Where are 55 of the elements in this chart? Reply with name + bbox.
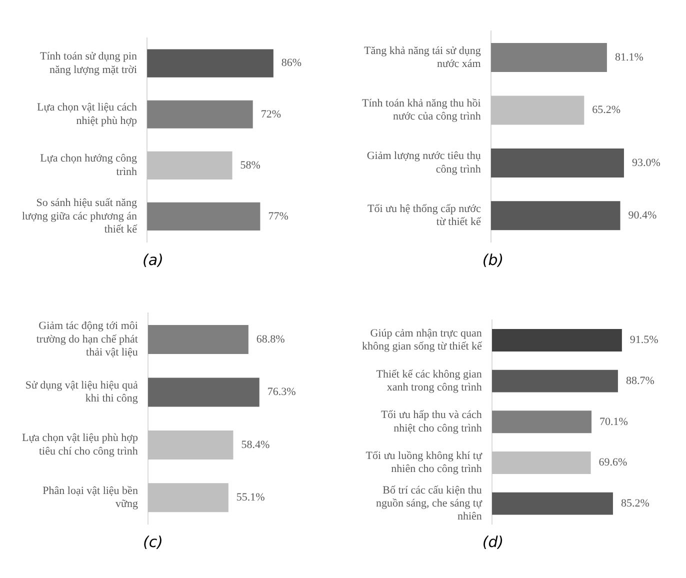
bar — [147, 100, 253, 128]
text: (d) — [482, 532, 504, 551]
bar — [490, 43, 607, 72]
data-label: 85.2% — [620, 497, 650, 510]
data-label: 90.4% — [628, 210, 657, 222]
text: (a) — [142, 250, 164, 269]
bar — [492, 410, 592, 434]
y-tick-label: Giúp cảm nhận trực quan không gian sống từ thiết kế — [362, 328, 484, 353]
data-label: 91.5% — [630, 334, 658, 346]
data-label: 58% — [240, 159, 260, 172]
data-label: 88.7% — [626, 374, 654, 387]
data-label: 72% — [260, 108, 282, 120]
y-tick-label: Lựa chọn hướng công trình — [40, 152, 138, 178]
bar — [148, 378, 260, 407]
text: (c) — [143, 532, 163, 551]
y-tick-label: Tính toán sử dụng pin năng lượng mặt trời — [40, 50, 138, 76]
y-tick-label: Tính toán khả năng thu hồi nước của công trình — [362, 98, 482, 123]
y-tick-label: Lựa chọn vật liệu phù hợp tiêu chí cho công trình — [22, 432, 138, 458]
bar — [492, 370, 618, 392]
bar — [147, 49, 274, 78]
y-tick-label: Tối ưu hấp thu và cách nhiệt cho công trình — [380, 409, 482, 434]
data-label: 65.2% — [592, 104, 621, 116]
data-label: 69.6% — [598, 456, 628, 469]
bar — [492, 328, 622, 352]
y-tick-label: Sử dụng vật liệu hiệu quả khi thi công — [25, 380, 138, 405]
bar — [147, 202, 260, 231]
data-label: 77% — [268, 210, 288, 222]
y-tick-label: Bố trí các cấu kiện thu nguồn sáng, che sáng tự nhiên — [376, 484, 483, 523]
text: (b) — [482, 250, 504, 269]
data-label: 76.3% — [267, 386, 296, 398]
y-tick-label: Giảm lượng nước tiêu thụ công trình — [366, 150, 482, 176]
bar — [148, 483, 228, 512]
y-tick-label: So sánh hiệu suất năng lượng giữa các phương án thiết kế — [22, 197, 138, 236]
data-label: 68.8% — [256, 333, 285, 346]
y-tick-label: Tăng khả năng tái sử dụng nước xám — [364, 44, 482, 70]
bar — [148, 430, 234, 460]
bar — [492, 492, 613, 515]
y-tick-label: Phân loại vật liệu bền vững — [42, 484, 138, 510]
data-label: 81.1% — [614, 51, 644, 64]
data-label: 86% — [281, 57, 302, 70]
bar — [490, 148, 624, 178]
data-label: 93.0% — [632, 156, 660, 169]
data-label: 70.1% — [600, 416, 628, 428]
bar — [148, 325, 248, 354]
bar — [490, 201, 620, 230]
y-tick-label: Tối ưu luồng không khí tự nhiên cho công trình — [366, 450, 483, 476]
y-tick-label: Lựa chọn vật liệu cách nhiệt phù hợp — [37, 102, 138, 127]
y-tick-label: Thiết kế các không gian xanh trong công trình — [376, 368, 482, 394]
data-label: 58.4% — [241, 438, 270, 451]
y-tick-label: Tối ưu hệ thống cấp nước từ thiết kế — [367, 202, 482, 228]
y-tick-label: Giảm tác động tới môi trường do hạn chế phát thải vật liệu — [36, 320, 138, 359]
bar — [147, 151, 232, 180]
bar — [492, 452, 591, 474]
data-label: 55.1% — [236, 492, 265, 504]
bar — [490, 96, 584, 125]
